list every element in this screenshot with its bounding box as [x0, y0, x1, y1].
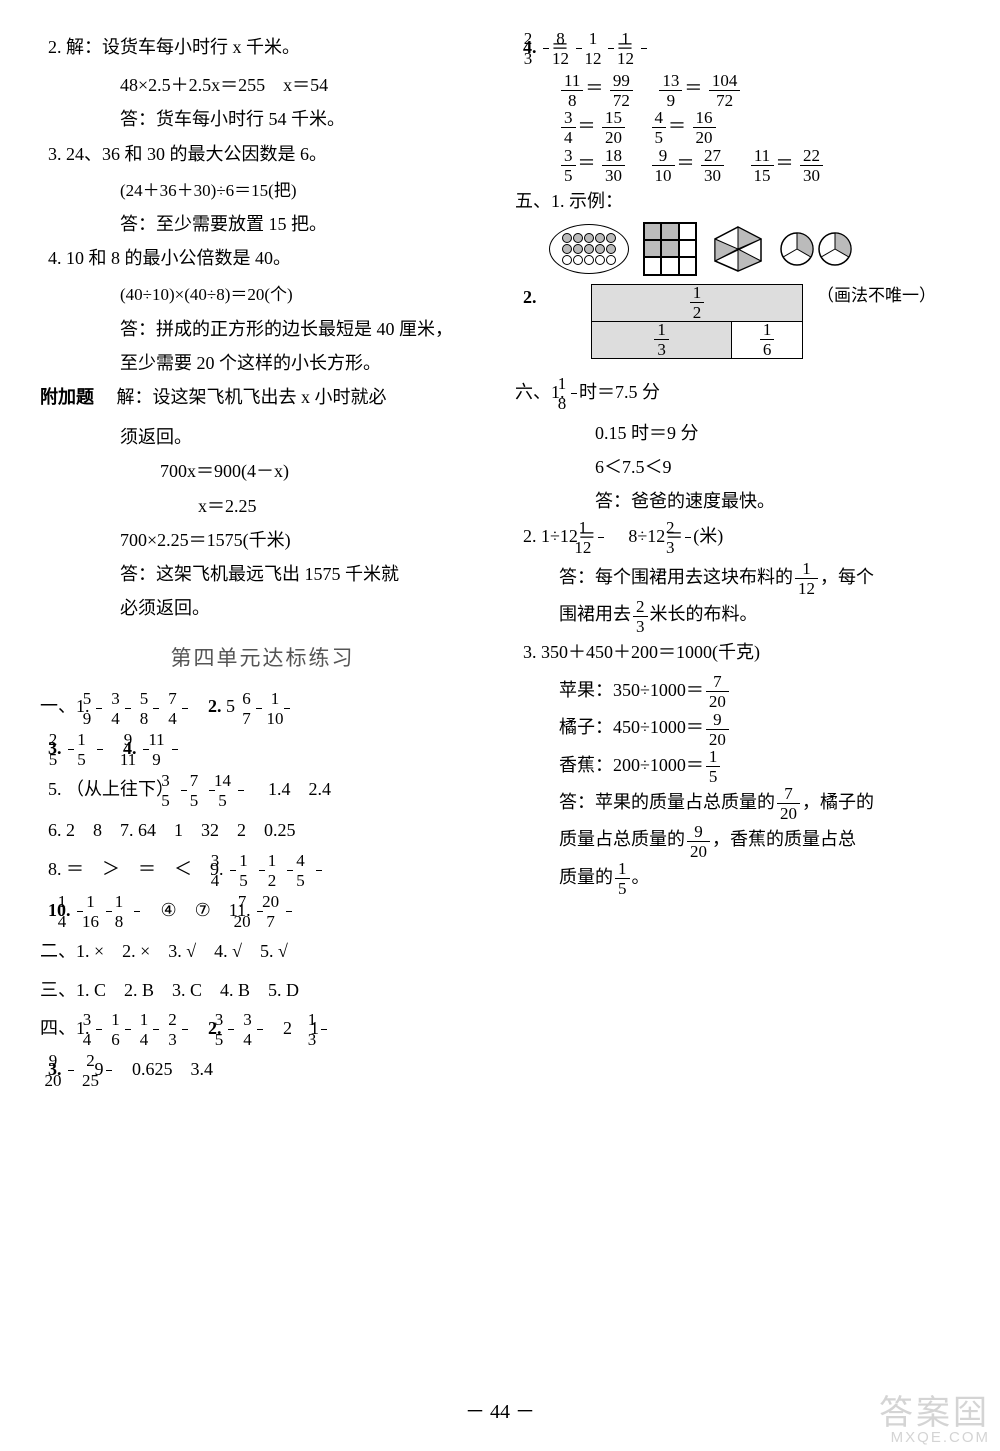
- extra-ans2: 必须返回。: [40, 591, 485, 625]
- s6-3ans3: 质量的15。: [515, 860, 960, 897]
- s6-3b: 橘子：450÷1000＝920: [515, 710, 960, 747]
- extra-eq2: x＝2.25: [40, 489, 485, 523]
- section-1-line10: 10. 14 116 18 ④ ⑦ 11. 720 207: [40, 893, 485, 930]
- s6-3: 3. 350＋450＋200＝1000(千克): [515, 635, 960, 669]
- s6-2: 2. 1÷12＝112 8÷12＝23(米): [515, 519, 960, 556]
- page: 2. 解：设货车每小时行 x 千米。 48×2.5＋2.5x＝255 x＝54 …: [0, 0, 1000, 1451]
- extra-l2: 须返回。: [40, 420, 485, 454]
- s6-3c: 香蕉：200÷1000＝15: [515, 748, 960, 785]
- r-4-line1: 4. 23＝ 812 112＝ 112: [515, 30, 960, 67]
- section-3: 三、1. C 2. B 3. C 4. B 5. D: [40, 973, 485, 1007]
- s6-3a: 苹果：350÷1000＝720: [515, 673, 960, 710]
- problem-4-header: 4. 10 和 8 的最小公倍数是 40。: [40, 241, 485, 275]
- section-1-line6: 6. 2 8 7. 64 1 32 2 0.25: [40, 813, 485, 847]
- s6-1ans: 答：爸爸的速度最快。: [515, 484, 960, 518]
- extra-eq3: 700×2.25＝1575(千米): [40, 523, 485, 557]
- grid-3x3-icon: [643, 222, 697, 276]
- unit-title: 第四单元达标练习: [40, 639, 485, 679]
- left-column: 2. 解：设货车每小时行 x 千米。 48×2.5＋2.5x＝255 x＝54 …: [40, 30, 485, 1387]
- extra-problem: 附加题 解：设这架飞机飞出去 x 小时就必: [40, 380, 485, 414]
- r-4-line4: 35＝ 1830 910＝ 2730 1115＝ 2230: [515, 146, 960, 183]
- problem-2-answer: 答：货车每小时行 54 千米。: [40, 102, 485, 136]
- extra-ans1: 答：这架飞机最远飞出 1575 千米就: [40, 557, 485, 591]
- problem-4-ans1: 答：拼成的正方形的边长最短是 40 厘米，: [40, 312, 485, 346]
- s6-1c: 6＜7.5＜9: [515, 450, 960, 484]
- section-5-2: 2. 12 13 16 （画法不唯一）: [515, 280, 960, 365]
- note: （画法不唯一）: [817, 280, 936, 312]
- section-1-line5: 5. （从上往下） 35 75 145 1.4 2.4: [40, 772, 485, 809]
- oval-dots-icon: [549, 224, 629, 274]
- problem-3-answer: 答：至少需要放置 15 把。: [40, 207, 485, 241]
- section-4-line3: 3. 920 9225 0.625 3.4: [40, 1052, 485, 1089]
- extra-eq1: 700x＝900(4－x): [40, 454, 485, 488]
- watermark-main: 答案囶: [879, 1394, 990, 1432]
- section-5-label: 五、1. 示例：: [515, 184, 960, 218]
- s6-2ans2: 围裙用去23米长的布料。: [515, 597, 960, 634]
- s6-3ans2: 质量占总质量的920，香蕉的质量占总: [515, 822, 960, 859]
- page-number: － 44 －: [40, 1393, 960, 1431]
- problem-3-eq: (24＋36＋30)÷6＝15(把): [40, 175, 485, 207]
- s6-2ans1: 答：每个围裙用去这块布料的112，每个: [515, 560, 960, 597]
- frac-5-9: 59: [96, 690, 102, 727]
- problem-2-eq: 48×2.5＋2.5x＝255 x＝54: [40, 68, 485, 102]
- section-1-line8: 8. ＝ ＞ ＝ ＜ 9. 34 15 12 45: [40, 852, 485, 889]
- problem-2-header: 2. 解：设货车每小时行 x 千米。: [40, 30, 485, 64]
- watermark: 答案囶 MXQE.COM: [879, 1396, 990, 1445]
- s6-3ans1: 答：苹果的质量占总质量的720，橘子的: [515, 785, 960, 822]
- r-4-line2: 118＝ 9972 139＝ 10472: [515, 71, 960, 108]
- section-4-line1: 四、1. 34 16 14 23 2. 35 34 2 113: [40, 1011, 485, 1048]
- r-4-line3: 34＝ 1520 45＝ 1620: [515, 109, 960, 146]
- s6-1b: 0.15 时＝9 分: [515, 416, 960, 450]
- section-1-line1: 一、1. 59 34 58 74 2. 5 67 110: [40, 689, 485, 726]
- right-column: 4. 23＝ 812 112＝ 112 118＝ 9972 139＝ 10472…: [515, 30, 960, 1387]
- fraction-box-icon: 12 13 16: [591, 284, 803, 359]
- circles-icon: [779, 231, 853, 267]
- section-6-1: 六、1. 18时＝7.5 分: [515, 375, 960, 412]
- hexagon-icon: [711, 225, 765, 273]
- problem-4-ans2: 至少需要 20 个这样的小长方形。: [40, 346, 485, 380]
- watermark-sub: MXQE.COM: [879, 1430, 990, 1445]
- section-1-line3: 3. 25 15 4. 911 119: [40, 731, 485, 768]
- diagram-row: [549, 222, 960, 276]
- columns: 2. 解：设货车每小时行 x 千米。 48×2.5＋2.5x＝255 x＝54 …: [40, 30, 960, 1387]
- section-2: 二、1. × 2. × 3. √ 4. √ 5. √: [40, 934, 485, 968]
- extra-label: 附加题: [40, 387, 94, 407]
- extra-l1: 解：设这架飞机飞出去 x 小时就必: [117, 387, 387, 407]
- problem-3-header: 3. 24、36 和 30 的最大公因数是 6。: [40, 137, 485, 171]
- problem-4-eq: (40÷10)×(40÷8)＝20(个): [40, 279, 485, 311]
